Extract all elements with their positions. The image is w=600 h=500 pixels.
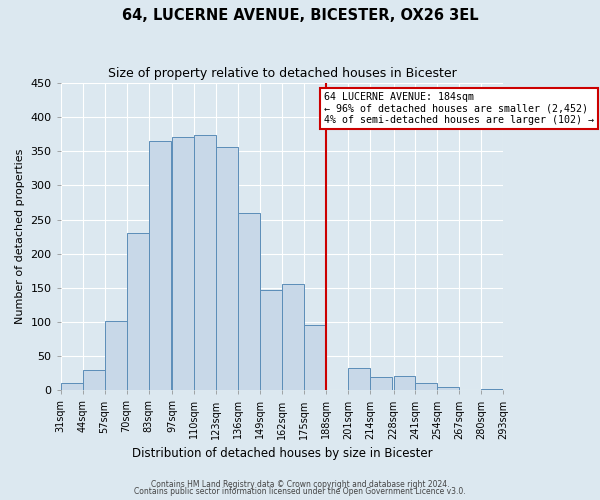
Bar	[415, 383, 437, 390]
Bar	[172, 137, 194, 390]
Bar	[481, 389, 503, 390]
Bar	[61, 384, 83, 390]
Bar	[104, 322, 127, 390]
Bar	[282, 284, 304, 391]
Bar	[194, 135, 216, 390]
Bar	[437, 387, 460, 390]
Bar	[370, 376, 392, 390]
Bar	[149, 141, 170, 390]
Bar	[216, 146, 238, 390]
Text: Contains HM Land Registry data © Crown copyright and database right 2024.: Contains HM Land Registry data © Crown c…	[151, 480, 449, 489]
Bar	[348, 368, 370, 390]
Text: Contains public sector information licensed under the Open Government Licence v3: Contains public sector information licen…	[134, 487, 466, 496]
Bar	[394, 376, 415, 390]
Bar	[127, 233, 149, 390]
Bar	[304, 326, 326, 390]
X-axis label: Distribution of detached houses by size in Bicester: Distribution of detached houses by size …	[132, 447, 433, 460]
Bar	[260, 290, 282, 390]
Y-axis label: Number of detached properties: Number of detached properties	[15, 149, 25, 324]
Title: Size of property relative to detached houses in Bicester: Size of property relative to detached ho…	[107, 68, 457, 80]
Bar	[238, 213, 260, 390]
Text: 64, LUCERNE AVENUE, BICESTER, OX26 3EL: 64, LUCERNE AVENUE, BICESTER, OX26 3EL	[122, 8, 478, 22]
Bar	[83, 370, 104, 390]
Text: 64 LUCERNE AVENUE: 184sqm
← 96% of detached houses are smaller (2,452)
4% of sem: 64 LUCERNE AVENUE: 184sqm ← 96% of detac…	[324, 92, 594, 126]
